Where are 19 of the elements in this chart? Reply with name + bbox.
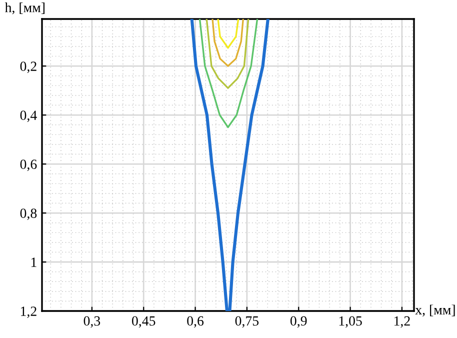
line-series	[190, 19, 270, 311]
y-tick-label: 0,8	[20, 208, 37, 220]
line-series	[198, 19, 258, 128]
y-tick-label: 0,6	[20, 160, 37, 171]
x-tick-label: 0,75	[235, 316, 259, 328]
y-tick-label: 1,2	[21, 306, 36, 318]
y-axis-title: h, [мм]	[4, 2, 44, 14]
y-tick-label: 0,2	[20, 62, 36, 73]
x-tick-label: 1,05	[339, 316, 362, 328]
y-tick-label: 0,4	[20, 110, 37, 122]
x-tick-label: 0,9	[290, 316, 307, 328]
x-tick-label: 0,45	[132, 316, 156, 328]
x-tick-label: 1,2	[394, 316, 410, 328]
line-series	[206, 19, 250, 89]
x-tick-label: 0,3	[84, 316, 100, 328]
y-tick-label: 1	[31, 258, 36, 267]
line-series	[212, 19, 244, 67]
x-tick-label: 0,6	[187, 316, 204, 328]
x-axis-title: x, [мм]	[415, 304, 455, 316]
